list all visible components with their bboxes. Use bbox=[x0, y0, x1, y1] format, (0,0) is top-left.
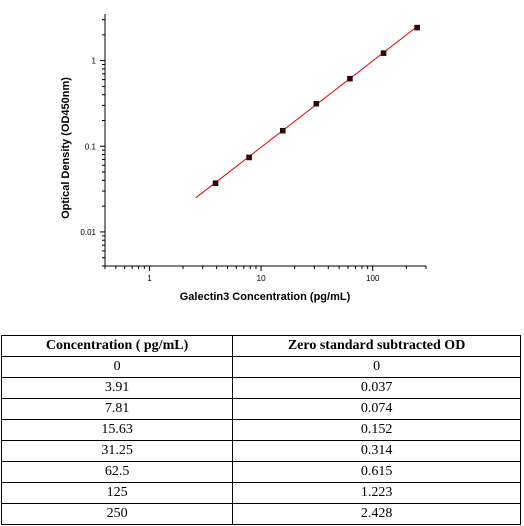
x-tick-label: 100 bbox=[366, 274, 380, 283]
cell-od: 0.314 bbox=[232, 440, 521, 462]
header-od: Zero standard subtracted OD bbox=[232, 335, 521, 357]
axis-tick-labels: 1 10 100 0.01 0.1 1 bbox=[80, 57, 380, 283]
data-point bbox=[212, 180, 219, 186]
y-tick-label: 0.1 bbox=[85, 142, 97, 151]
table-row: 31.25 0.314 bbox=[0, 440, 521, 462]
x-tick-label: 10 bbox=[257, 274, 266, 283]
standard-curve-chart: 1 10 100 0.01 0.1 1 Galectin3 Concentration (… bbox=[60, 14, 427, 303]
cell-concentration: 31.25 bbox=[0, 440, 234, 462]
table-row: 7.81 0.074 bbox=[0, 398, 521, 420]
cell-concentration: 62.5 bbox=[0, 461, 234, 483]
cell-concentration: 7.81 bbox=[0, 398, 234, 420]
axis-ticks bbox=[100, 19, 427, 271]
x-axis-title: Galectin3 Concentration (pg/mL) bbox=[180, 291, 351, 303]
y-tick-label: 0.01 bbox=[80, 228, 96, 237]
fit-line bbox=[195, 26, 418, 199]
cell-concentration: 15.63 bbox=[0, 419, 234, 441]
cell-od: 0.074 bbox=[232, 398, 521, 420]
data-point bbox=[347, 75, 353, 82]
table-row: 250 2.428 bbox=[0, 503, 521, 525]
header-concentration: Concentration ( pg/mL) bbox=[0, 335, 234, 357]
cell-od: 1.223 bbox=[232, 482, 521, 504]
cell-od: 0.037 bbox=[232, 377, 521, 399]
y-tick-label: 1 bbox=[92, 57, 97, 66]
table-row: 15.63 0.152 bbox=[0, 419, 521, 441]
data-points bbox=[212, 24, 420, 186]
cell-concentration: 0 bbox=[0, 356, 234, 378]
x-tick-label: 1 bbox=[147, 274, 152, 283]
y-axis-title: Optical Density (OD450nm) bbox=[60, 77, 72, 219]
table-row: 62.5 0.615 bbox=[0, 461, 521, 483]
cell-od: 0.152 bbox=[232, 419, 521, 441]
data-point bbox=[414, 24, 420, 31]
cell-od: 2.428 bbox=[232, 503, 521, 525]
cell-concentration: 3.91 bbox=[0, 377, 234, 399]
table-row: 125 1.223 bbox=[0, 482, 521, 504]
cell-od: 0.615 bbox=[232, 461, 521, 483]
data-point bbox=[380, 50, 387, 56]
cell-concentration: 250 bbox=[0, 503, 234, 525]
table-row: 3.91 0.037 bbox=[0, 377, 521, 399]
cell-od: 0 bbox=[232, 356, 521, 378]
standard-table: Concentration ( pg/mL) Zero standard sub… bbox=[0, 335, 521, 525]
cell-concentration: 125 bbox=[0, 482, 234, 504]
table-header-row: Concentration ( pg/mL) Zero standard sub… bbox=[0, 335, 521, 357]
data-point bbox=[279, 127, 286, 134]
data-point bbox=[313, 100, 320, 107]
data-point bbox=[246, 154, 252, 161]
